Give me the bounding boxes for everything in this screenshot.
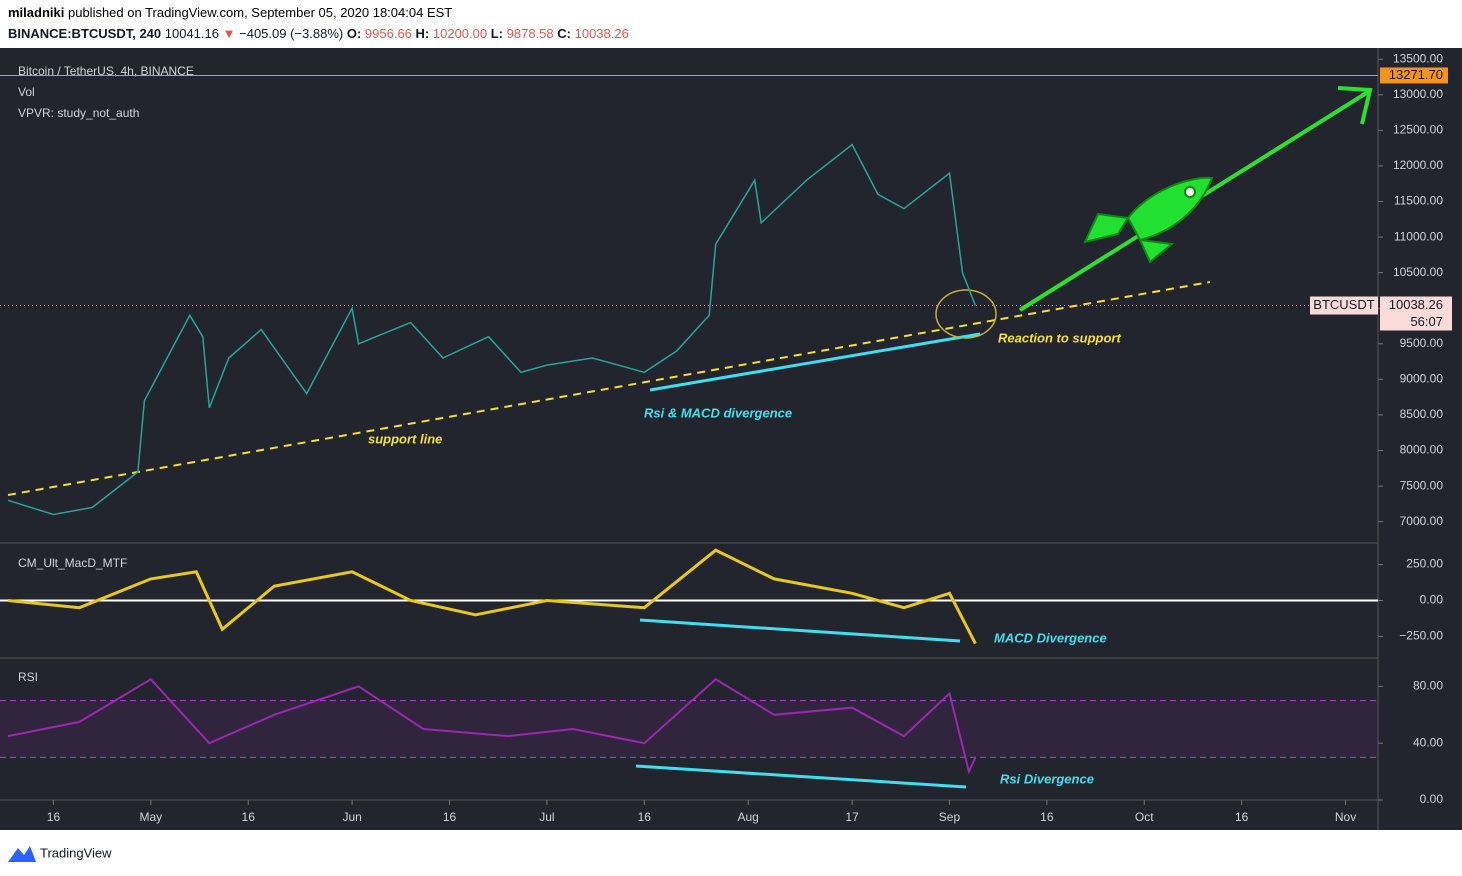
y-tick-label: 9500.00	[1400, 336, 1444, 350]
divergence-line	[649, 332, 981, 392]
y-tick-label: 13000.00	[1393, 87, 1443, 101]
header-field: L:	[491, 26, 503, 41]
y-tick-label: 250.00	[1406, 557, 1443, 571]
header-field: 10200.00	[433, 26, 487, 41]
user: miladniki	[8, 5, 64, 20]
rsi-line	[7, 678, 977, 775]
arrow-head	[1337, 86, 1373, 125]
annotation: MACD Divergence	[994, 630, 1107, 645]
x-tick-label: Jun	[342, 810, 361, 824]
last-bg	[1380, 296, 1452, 331]
x-tick-label: 16	[1235, 810, 1249, 824]
price-label-bg	[1380, 67, 1448, 84]
y-tick-label: 11500.00	[1394, 194, 1443, 208]
header-field: ▼	[223, 26, 236, 41]
x-tick-label: 16	[47, 810, 61, 824]
x-tick-label: May	[140, 810, 163, 824]
header-field: −405.09 (−3.88%)	[239, 26, 343, 41]
x-tick-label: Jul	[539, 810, 554, 824]
header-field: C:	[557, 26, 571, 41]
symbol-label: BTCUSDT	[1313, 297, 1374, 312]
support-line	[7, 281, 1211, 496]
last-label: 10038.26	[1389, 297, 1443, 312]
annotation: Reaction to support	[998, 330, 1121, 345]
annotation: support line	[368, 431, 442, 446]
y-tick-label: 8500.00	[1400, 407, 1444, 421]
x-tick-label: Aug	[738, 810, 759, 824]
rsi-band	[0, 700, 1378, 758]
x-tick-label: 17	[845, 810, 859, 824]
x-tick-label: Sep	[939, 810, 961, 824]
divergence-line	[635, 764, 967, 789]
y-tick-label: 0.00	[1420, 593, 1444, 607]
y-tick-label: −250.00	[1399, 629, 1443, 643]
price-line-series	[7, 143, 977, 516]
y-tick-label: 11000.00	[1394, 229, 1443, 243]
y-tick-label: 7500.00	[1400, 478, 1444, 492]
y-tick-label: 10500.00	[1393, 265, 1443, 279]
symbol-bg	[1310, 296, 1378, 315]
annotation: Rsi Divergence	[1000, 771, 1094, 786]
y-tick-label: 12000.00	[1393, 158, 1443, 172]
header-line1: miladniki published on TradingView.com, …	[8, 5, 452, 20]
x-tick-label: 16	[242, 810, 256, 824]
highlight	[935, 289, 997, 339]
y-tick-label: 40.00	[1413, 735, 1443, 749]
logo	[8, 846, 36, 862]
x-tick-label: 16	[638, 810, 652, 824]
countdown: 56:07	[1410, 314, 1443, 329]
published: published on TradingView.com, September …	[68, 5, 452, 20]
header-field: H:	[416, 26, 430, 41]
price-label: 13271.70	[1389, 67, 1443, 82]
divergence-line	[639, 618, 961, 643]
x-tick-label: Oct	[1135, 810, 1154, 824]
x-tick-label: Nov	[1335, 810, 1356, 824]
legend: Vol	[18, 85, 35, 99]
annotation: Rsi & MACD divergence	[644, 405, 792, 420]
footer-brand: TradingView	[40, 845, 112, 860]
y-tick-label: 9000.00	[1400, 372, 1444, 386]
chart-bg	[0, 48, 1462, 830]
y-tick-label: 0.00	[1420, 792, 1444, 806]
header-field: 9878.58	[507, 26, 554, 41]
header-line2: BINANCE:BTCUSDT, 240 10041.16 ▼ −405.09 …	[8, 26, 629, 41]
legend: VPVR: study_not_auth	[18, 106, 139, 120]
header-field: 9956.66	[365, 26, 412, 41]
macd-line	[7, 548, 977, 645]
legend: Bitcoin / TetherUS, 4h, BINANCE	[18, 64, 194, 78]
rsi-title: RSI	[18, 670, 38, 684]
header-field: BINANCE:BTCUSDT, 240	[8, 26, 161, 41]
x-tick-label: 16	[1040, 810, 1054, 824]
y-tick-label: 7000.00	[1400, 514, 1444, 528]
rocket	[1083, 176, 1214, 264]
header-field: 10038.26	[575, 26, 629, 41]
y-tick-label: 13500.00	[1393, 51, 1443, 65]
y-tick-label: 12500.00	[1393, 123, 1443, 137]
y-tick-label: 8000.00	[1400, 443, 1444, 457]
macd-title: CM_Ult_MacD_MTF	[18, 556, 127, 570]
header-field: 10041.16	[165, 26, 219, 41]
x-tick-label: 16	[443, 810, 457, 824]
header-field: O:	[347, 26, 361, 41]
y-tick-label: 80.00	[1413, 679, 1443, 693]
